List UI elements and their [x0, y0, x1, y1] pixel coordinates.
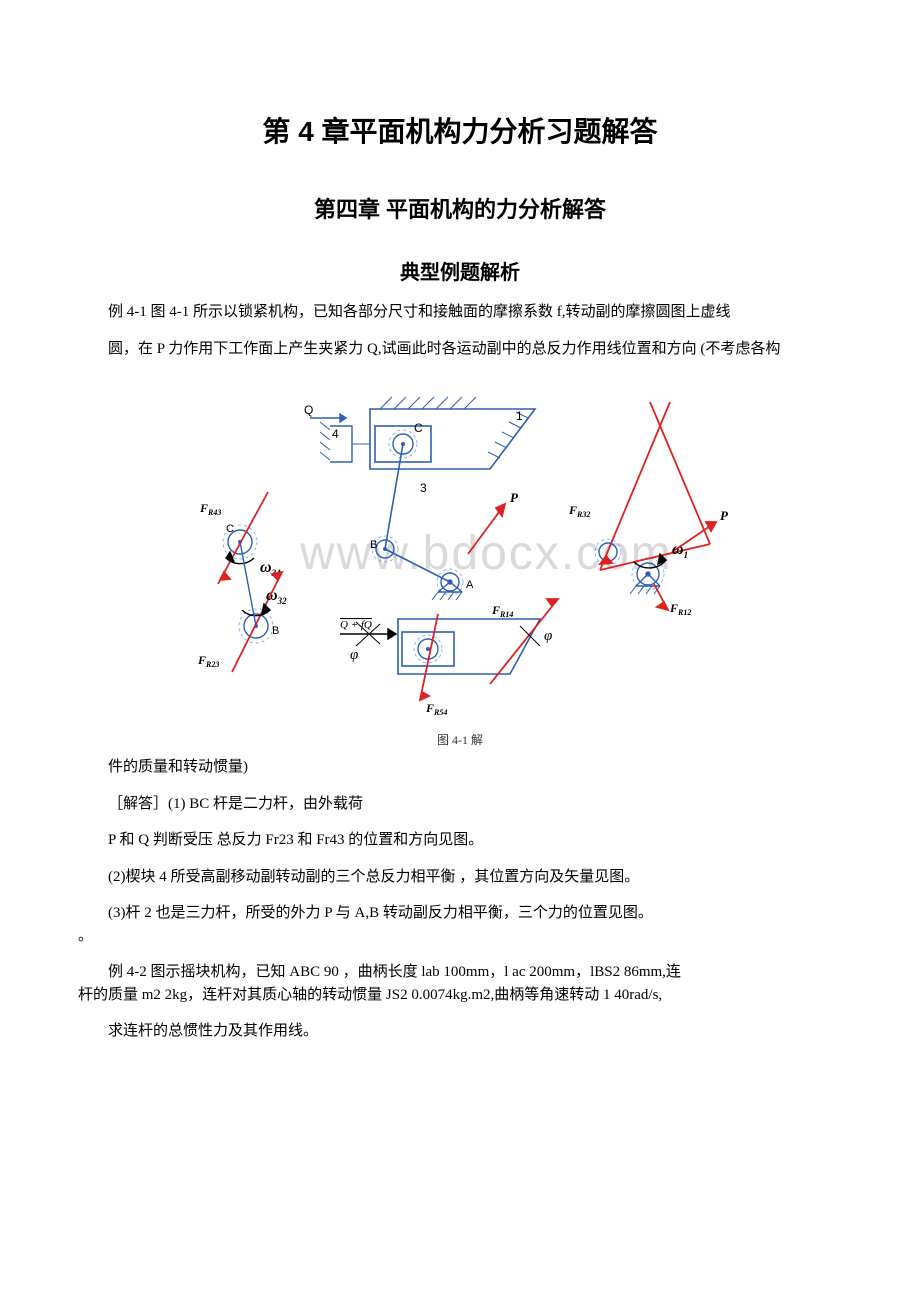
wedge-block-bottom [398, 619, 540, 674]
label-P-mid: P [510, 490, 519, 505]
label-C2: C [226, 523, 234, 535]
paragraph-1: 例 4-1 图 4-1 所示以锁紧机构，已知各部分尺寸和接触面的摩擦系数 f,转… [78, 301, 842, 324]
paragraph-5: P 和 Q 判断受压 总反力 Fr23 和 Fr43 的位置和方向见图。 [78, 829, 842, 852]
force-FR12 [654, 584, 668, 610]
label-phi-r: φ [544, 628, 552, 644]
paragraph-6: (2)楔块 4 所受高副移动副转动副的三个总反力相平衡 ，其位置方向及矢量见图。 [78, 866, 842, 889]
label-FR14: FR14 [491, 603, 513, 619]
label-phi-l: φ [350, 647, 358, 663]
label-FR32: FR32 [568, 503, 590, 519]
figure-caption: 图 4-1 解 [78, 731, 842, 748]
label-Q: Q [304, 403, 313, 417]
label-B: B [370, 539, 377, 551]
paragraph-4: ［解答］(1) BC 杆是二力杆，由外载荷 [78, 793, 842, 816]
label-1: 1 [516, 409, 523, 423]
label-B2: B [272, 625, 279, 637]
paragraph-10: 求连杆的总惯性力及其作用线。 [78, 1020, 842, 1043]
label-FR43: FR43 [199, 501, 221, 517]
label-A: A [466, 579, 474, 591]
label-C: C [414, 421, 423, 435]
paragraph-7: (3)杆 2 也是三力杆，所受的外力 P 与 A,B 转动副反力相平衡，三个力的… [78, 902, 842, 947]
clamp-left [320, 422, 370, 462]
paragraph-8: 例 4-2 图示摇块机构，已知 ABC 90 ，曲柄长度 lab 100mm，l… [78, 961, 842, 1006]
label-3: 3 [420, 481, 427, 495]
paragraph-2: 圆，在 P 力作用下工作面上产生夹紧力 Q,试画此时各运动副中的总反力作用线位置… [78, 338, 842, 361]
force-Q-arrow [310, 414, 346, 422]
page-title: 第 4 章平面机构力分析习题解答 [78, 110, 842, 150]
label-QfQ: Q + fQ [340, 619, 372, 631]
label-w1: ω1 [672, 541, 688, 560]
section-title: 典型例题解析 [78, 256, 842, 285]
label-FR54: FR54 [425, 701, 447, 717]
label-FR23: FR23 [197, 653, 219, 669]
label-P-right: P [720, 508, 729, 523]
chapter-title: 第四章 平面机构的力分析解答 [78, 192, 842, 224]
label-4: 4 [332, 427, 339, 441]
paragraph-3: 件的质量和转动惯量) [78, 756, 842, 779]
label-FR12: FR12 [669, 601, 691, 617]
figure-4-1: www.bdocx.com [78, 374, 842, 748]
label-w32: ω32 [266, 587, 287, 606]
